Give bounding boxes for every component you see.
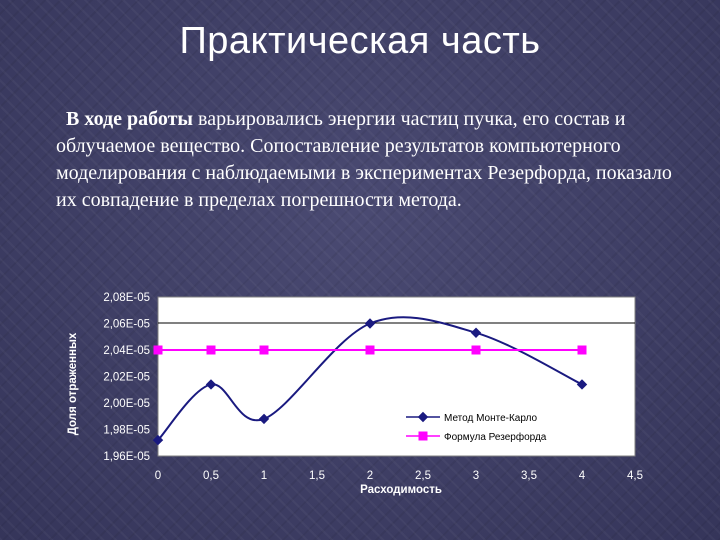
y-axis-title: Доля отраженных xyxy=(67,332,79,435)
slide-title: Практическая часть xyxy=(179,20,541,62)
x-axis-title: Расходимость xyxy=(360,484,442,496)
data-point-marker xyxy=(153,345,163,355)
data-point-marker xyxy=(206,345,216,355)
data-point-marker xyxy=(576,379,588,390)
data-point-marker xyxy=(471,345,481,355)
series-1 xyxy=(152,316,588,446)
y-tick-label: 2,02E-05 xyxy=(103,372,150,384)
data-point-marker xyxy=(365,345,375,355)
legend-label: Метод Монте-Карло xyxy=(444,413,538,424)
legend-label: Формула Резерфорда xyxy=(444,431,547,443)
data-point-marker xyxy=(364,318,376,329)
legend-marker xyxy=(417,411,429,423)
x-tick-label: 0 xyxy=(155,470,161,482)
data-point-marker xyxy=(205,379,217,390)
legend-marker xyxy=(418,431,428,441)
data-point-marker xyxy=(258,413,270,425)
x-tick-label: 1,5 xyxy=(309,470,325,482)
x-tick-label: 2 xyxy=(367,470,373,482)
slide-body-text: В ходе работы варьировались энергии част… xyxy=(56,106,696,214)
y-tick-label: 1,96E-05 xyxy=(103,451,150,463)
y-tick-label: 1,98E-05 xyxy=(103,425,150,437)
body-text-rest: варьировались энергии частиц пучка, его … xyxy=(56,108,672,211)
data-point-marker xyxy=(259,345,269,355)
series-layer xyxy=(152,316,588,446)
x-tick-label: 1 xyxy=(261,470,267,482)
data-point-marker xyxy=(577,345,587,355)
x-tick-label: 0,5 xyxy=(203,470,219,482)
data-point-marker xyxy=(470,327,482,338)
x-tick-label: 4,5 xyxy=(627,470,643,482)
body-bold-lead: В ходе работы xyxy=(66,108,194,130)
data-point-marker xyxy=(152,434,164,446)
series-2 xyxy=(153,345,587,355)
x-tick-label: 2,5 xyxy=(415,470,431,482)
x-axis-ticks: 0 0,5 1 1,5 2 2,5 3 3,5 4 4,5 xyxy=(155,470,643,482)
y-tick-label: 2,08E-05 xyxy=(103,292,150,304)
x-tick-label: 3 xyxy=(473,470,479,482)
y-tick-label: 2,04E-05 xyxy=(103,345,150,357)
legend: Метод Монте-Карло Формула Резерфорда xyxy=(406,411,547,443)
y-tick-label: 2,06E-05 xyxy=(103,319,150,331)
x-tick-label: 4 xyxy=(579,470,586,482)
y-axis-ticks: 2,08E-05 2,06E-05 2,04E-05 2,02E-05 2,00E-05… xyxy=(103,292,150,463)
y-tick-label: 2,00E-05 xyxy=(103,398,150,410)
plot-area xyxy=(157,296,636,457)
x-tick-label: 3,5 xyxy=(521,470,537,482)
